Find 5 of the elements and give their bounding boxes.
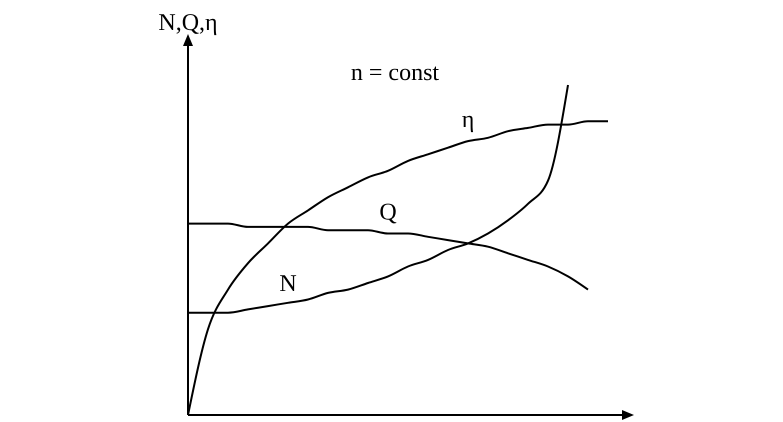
series-label: Q: [379, 200, 397, 226]
series-label: N: [279, 270, 297, 297]
y-axis-title: N,Q,η: [158, 10, 218, 36]
annotation: n = const: [350, 60, 440, 86]
series-label: η: [462, 107, 474, 134]
